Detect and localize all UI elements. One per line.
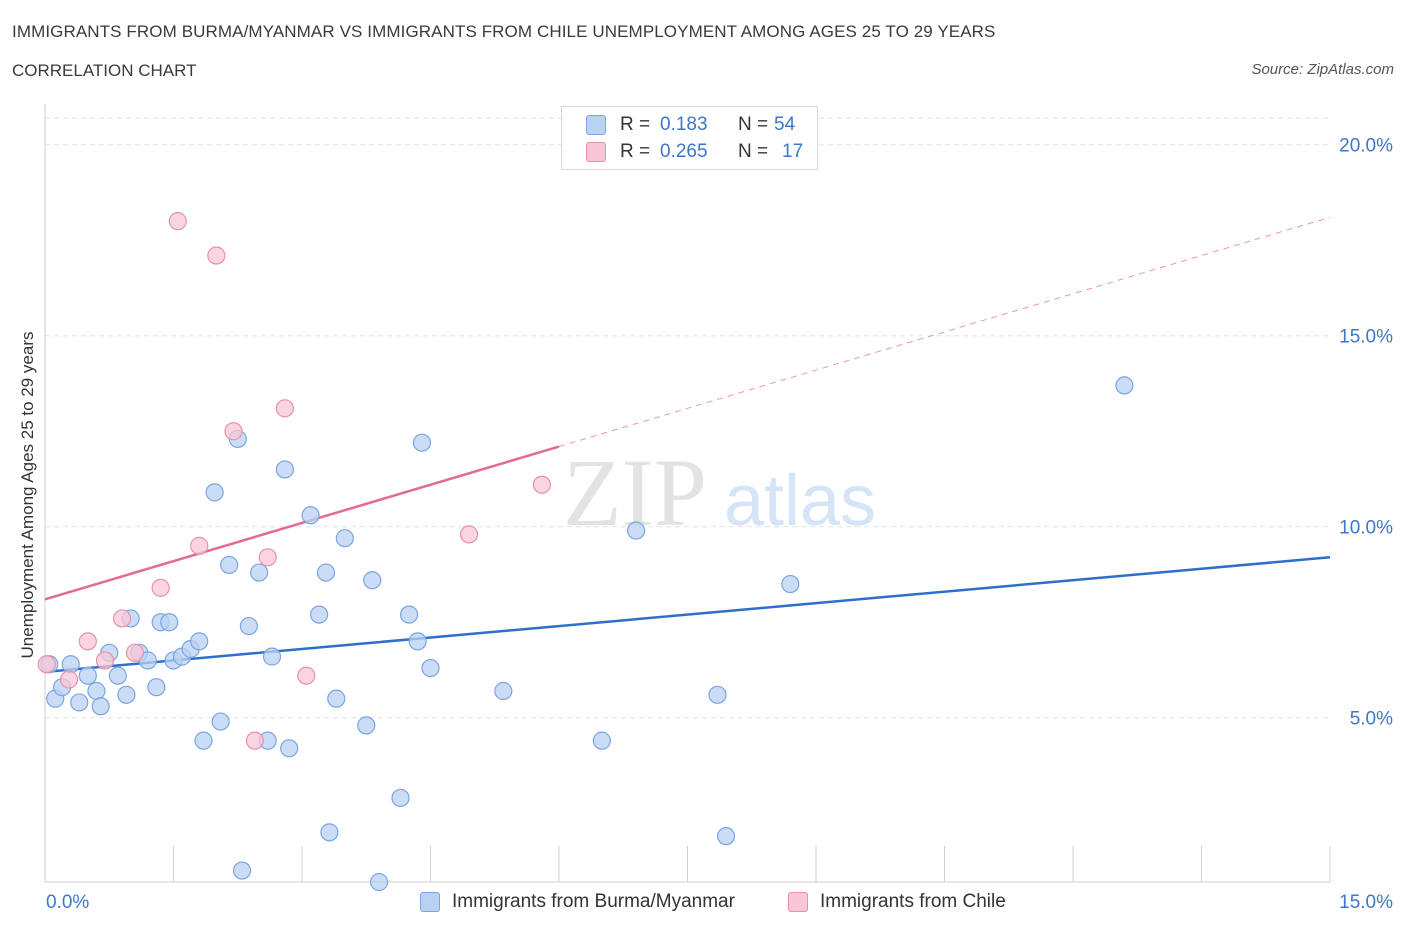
- burma-point: [399, 605, 419, 624]
- burma-point: [61, 655, 80, 674]
- legend-n-label: N =: [738, 114, 769, 135]
- bottom-legend-swatch-chile: [788, 892, 808, 912]
- chile-point: [297, 666, 316, 685]
- burma-point: [494, 681, 513, 701]
- legend-n-value: 54: [774, 114, 796, 135]
- x-tick-label: 15.0%: [1339, 892, 1393, 913]
- burma-point: [327, 689, 346, 708]
- burma-point: [708, 685, 727, 704]
- burma-point: [250, 563, 269, 582]
- burma-point: [275, 460, 294, 479]
- chile-point: [78, 632, 97, 651]
- trend-line-chile: [44, 445, 560, 601]
- trend-line-chile-extension: [558, 216, 1331, 447]
- chile-point: [125, 643, 145, 662]
- burma-point: [592, 731, 611, 750]
- chile-point: [532, 475, 551, 494]
- burma-point: [87, 681, 106, 701]
- bottom-legend-chile: Immigrants from Chile: [788, 890, 1006, 914]
- bottom-legend-swatch-burma: [420, 892, 440, 912]
- chile-point: [37, 655, 56, 674]
- tick-labels: 5.0% 10.0% 15.0% 20.0% 0.0% 15.0%: [46, 136, 1393, 913]
- chile-point: [95, 651, 115, 670]
- trend-lines: [44, 216, 1331, 674]
- chile-point: [275, 399, 294, 418]
- y-tick-label: 5.0%: [1350, 709, 1393, 730]
- burma-point: [194, 731, 213, 750]
- burma-point: [190, 632, 209, 651]
- legend-n-label: N =: [738, 141, 769, 162]
- burma-point: [335, 529, 354, 548]
- burma-point: [239, 616, 258, 636]
- legend-r-label: R =: [620, 141, 651, 162]
- legend-n-value: 17: [782, 141, 804, 162]
- burma-point: [716, 827, 736, 846]
- burma-point: [626, 521, 646, 540]
- burma-point: [391, 788, 410, 808]
- x-tick-label: 0.0%: [46, 892, 89, 913]
- burma-point: [78, 666, 97, 685]
- chile-point: [224, 422, 243, 441]
- chile-point: [151, 578, 170, 597]
- y-axis-label: Unemployment Among Ages 25 to 29 years: [18, 331, 37, 659]
- burma-point: [357, 716, 376, 735]
- burma-point: [220, 555, 239, 575]
- chile-point: [245, 731, 264, 750]
- watermark-atlas: atlas: [724, 461, 876, 541]
- burma-point: [310, 605, 329, 624]
- burma-point: [320, 823, 339, 842]
- burma-point: [363, 571, 382, 590]
- chile-point: [112, 609, 132, 628]
- legend-r-value: 0.265: [660, 141, 708, 162]
- y-tick-label: 15.0%: [1339, 327, 1393, 348]
- legend-swatch-chile: [586, 142, 606, 162]
- chile-point: [207, 246, 226, 265]
- correlation-legend: R = 0.183 N = 54 R = 0.265 N = 17: [561, 106, 818, 170]
- y-tick-label: 20.0%: [1339, 136, 1393, 157]
- chile-point: [168, 212, 187, 231]
- axes: [44, 104, 1331, 883]
- burma-point: [91, 697, 110, 716]
- legend-r-value: 0.183: [660, 114, 708, 135]
- chart-title: IMMIGRANTS FROM BURMA/MYANMAR VS IMMIGRA…: [12, 22, 996, 41]
- burma-point: [1115, 376, 1134, 395]
- legend-row-chile: R = 0.265 N = 17: [586, 140, 803, 164]
- burma-point: [232, 861, 252, 880]
- chart-subtitle: CORRELATION CHART: [12, 61, 197, 80]
- burma-point: [108, 666, 127, 685]
- burma-point: [205, 483, 224, 502]
- burma-point: [262, 647, 282, 666]
- source-credit: Source: ZipAtlas.com: [1251, 61, 1394, 78]
- burma-point: [370, 872, 389, 892]
- chile-point: [459, 525, 479, 544]
- chile-point: [190, 536, 209, 555]
- data-points: [37, 212, 1134, 892]
- chile-point: [59, 670, 79, 689]
- y-tick-label: 10.0%: [1339, 518, 1393, 539]
- bottom-legend-label-chile: Immigrants from Chile: [820, 891, 1006, 912]
- zipatlas-watermark: ZIP atlas: [563, 439, 876, 546]
- burma-point: [781, 574, 800, 594]
- burma-point: [147, 678, 166, 697]
- bottom-legend-burma: Immigrants from Burma/Myanmar: [420, 890, 735, 914]
- burma-point: [301, 506, 320, 525]
- chile-point: [258, 548, 277, 567]
- legend-r-label: R =: [620, 114, 651, 135]
- burma-point: [160, 613, 179, 632]
- burma-point: [421, 658, 440, 678]
- burma-point: [211, 712, 230, 731]
- legend-swatch-burma: [586, 115, 606, 135]
- burma-point: [70, 693, 89, 712]
- legend-row-burma: R = 0.183 N = 54: [586, 113, 795, 137]
- burma-point: [316, 563, 336, 582]
- grid-lines: [45, 117, 1330, 719]
- burma-point: [117, 685, 136, 704]
- burma-point: [412, 433, 432, 452]
- burma-point: [408, 632, 427, 651]
- bottom-legend-label-burma: Immigrants from Burma/Myanmar: [452, 891, 735, 912]
- trend-line-burma: [44, 556, 1331, 674]
- burma-point: [280, 739, 299, 758]
